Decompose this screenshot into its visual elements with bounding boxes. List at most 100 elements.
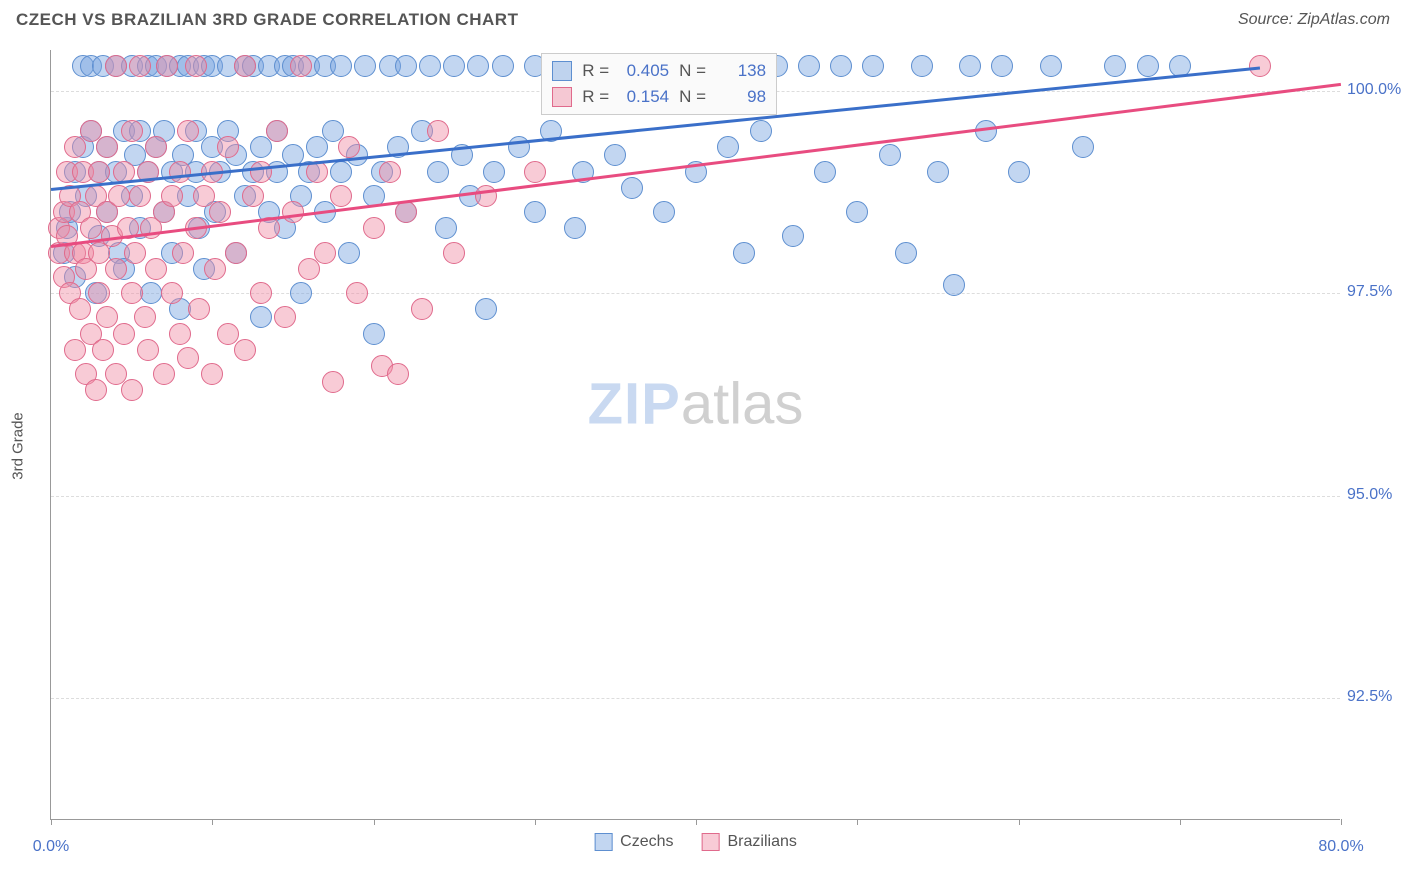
data-point <box>717 136 739 158</box>
y-tick-label: 92.5% <box>1347 688 1406 706</box>
gridline <box>51 496 1340 497</box>
data-point <box>124 242 146 264</box>
data-point <box>379 161 401 183</box>
stat-row: R =0.154N =98 <box>552 84 766 110</box>
data-point <box>991 55 1013 77</box>
data-point <box>330 185 352 207</box>
data-point <box>564 217 586 239</box>
data-point <box>204 258 226 280</box>
source-label: Source: ZipAtlas.com <box>1238 11 1390 29</box>
data-point <box>1137 55 1159 77</box>
data-point <box>69 298 91 320</box>
data-point <box>943 274 965 296</box>
data-point <box>338 136 360 158</box>
data-point <box>443 242 465 264</box>
data-point <box>653 201 675 223</box>
x-tick <box>374 819 375 825</box>
data-point <box>314 242 336 264</box>
data-point <box>250 306 272 328</box>
data-point <box>427 161 449 183</box>
watermark: ZIPatlas <box>588 370 804 437</box>
data-point <box>1104 55 1126 77</box>
data-point <box>161 185 183 207</box>
data-point <box>419 55 441 77</box>
x-tick <box>1180 819 1181 825</box>
data-point <box>121 120 143 142</box>
data-point <box>64 136 86 158</box>
y-axis-label: 3rd Grade <box>10 412 27 480</box>
x-tick <box>535 819 536 825</box>
x-tick <box>1341 819 1342 825</box>
data-point <box>80 217 102 239</box>
data-point <box>322 371 344 393</box>
data-point <box>330 161 352 183</box>
legend-item: Brazilians <box>702 833 797 851</box>
data-point <box>88 161 110 183</box>
data-point <box>338 242 360 264</box>
data-point <box>524 201 546 223</box>
data-point <box>209 201 231 223</box>
data-point <box>782 225 804 247</box>
data-point <box>242 185 264 207</box>
data-point <box>395 201 417 223</box>
x-tick-label-left: 0.0% <box>33 838 69 856</box>
data-point <box>177 120 199 142</box>
data-point <box>879 144 901 166</box>
data-point <box>145 258 167 280</box>
data-point <box>475 298 497 320</box>
data-point <box>129 55 151 77</box>
data-point <box>108 185 130 207</box>
stat-n-label: N = <box>679 84 706 110</box>
stat-r-label: R = <box>582 58 609 84</box>
data-point <box>1072 136 1094 158</box>
data-point <box>814 161 836 183</box>
legend: Czechs Brazilians <box>594 833 797 851</box>
watermark-atlas: atlas <box>681 371 804 436</box>
x-tick <box>1019 819 1020 825</box>
data-point <box>134 306 156 328</box>
data-point <box>830 55 852 77</box>
y-tick-label: 95.0% <box>1347 486 1406 504</box>
legend-swatch <box>594 833 612 851</box>
data-point <box>185 55 207 77</box>
data-point <box>105 55 127 77</box>
data-point <box>225 242 247 264</box>
data-point <box>798 55 820 77</box>
data-point <box>290 282 312 304</box>
data-point <box>88 282 110 304</box>
data-point <box>1040 55 1062 77</box>
data-point <box>234 339 256 361</box>
data-point <box>1008 161 1030 183</box>
data-point <box>169 161 191 183</box>
data-point <box>140 282 162 304</box>
data-point <box>85 379 107 401</box>
watermark-zip: ZIP <box>588 371 681 436</box>
stat-box: R =0.405N =138R =0.154N =98 <box>541 53 777 115</box>
data-point <box>411 298 433 320</box>
data-point <box>266 120 288 142</box>
data-point <box>621 177 643 199</box>
data-point <box>217 136 239 158</box>
data-point <box>750 120 772 142</box>
data-point <box>862 55 884 77</box>
gridline <box>51 293 1340 294</box>
x-tick <box>857 819 858 825</box>
data-point <box>475 185 497 207</box>
data-point <box>363 323 385 345</box>
legend-item: Czechs <box>594 833 673 851</box>
data-point <box>975 120 997 142</box>
stat-r-value: 0.154 <box>619 84 669 110</box>
data-point <box>188 298 210 320</box>
data-point <box>169 323 191 345</box>
data-point <box>927 161 949 183</box>
data-point <box>492 55 514 77</box>
data-point <box>895 242 917 264</box>
data-point <box>427 120 449 142</box>
data-point <box>250 161 272 183</box>
data-point <box>959 55 981 77</box>
data-point <box>282 201 304 223</box>
data-point <box>145 136 167 158</box>
data-point <box>64 339 86 361</box>
stat-n-value: 98 <box>716 84 766 110</box>
legend-label: Czechs <box>620 833 673 851</box>
